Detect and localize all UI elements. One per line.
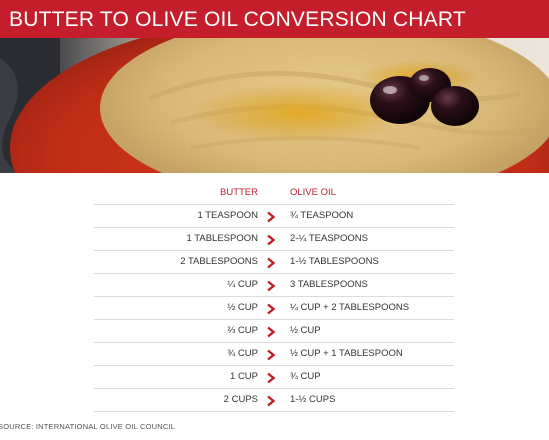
table-body: 1 TEASPOON ¾ TEASPOON 1 TABLESPOON 2-¼ TEAS… [94, 205, 454, 412]
butter-amount: 1 CUP [230, 371, 258, 382]
olive-oil-amount: ¾ CUP [290, 371, 321, 382]
page-title: BUTTER TO OLIVE OIL CONVERSION CHART [9, 8, 466, 31]
hummus-photo [0, 38, 549, 173]
olive-oil-amount: ¾ TEASPOON [290, 210, 354, 221]
chevron-right-icon [266, 302, 276, 315]
chevron-right-icon [266, 256, 276, 269]
conversion-table: BUTTER OLIVE OIL 1 TEASPOON ¾ TEASPOON 1 T… [94, 183, 454, 412]
source-note: SOURCE: INTERNATIONAL OLIVE OIL COUNCIL [0, 422, 176, 431]
butter-amount: ⅔ CUP [227, 325, 258, 336]
chevron-right-icon [266, 371, 276, 384]
butter-amount: ¼ CUP [227, 279, 258, 290]
butter-amount: ¾ CUP [227, 348, 258, 359]
butter-amount: ½ CUP [227, 302, 258, 313]
table-row: 1 TEASPOON ¾ TEASPOON [94, 205, 454, 228]
chevron-right-icon [266, 348, 276, 361]
butter-amount: 2 TABLESPOONS [180, 256, 258, 267]
butter-amount: 1 TABLESPOON [186, 233, 258, 244]
table-row: 1 TABLESPOON 2-¼ TEASPOONS [94, 228, 454, 251]
butter-amount: 2 CUPS [223, 394, 258, 405]
olive-oil-amount: 3 TABLESPOONS [290, 279, 368, 290]
chevron-right-icon [266, 210, 276, 223]
table-row: ¼ CUP 3 TABLESPOONS [94, 274, 454, 297]
chevron-right-icon [266, 325, 276, 338]
title-banner: BUTTER TO OLIVE OIL CONVERSION CHART [0, 0, 549, 38]
hummus-photo-illustration [0, 38, 549, 173]
table-row: 1 CUP ¾ CUP [94, 366, 454, 389]
olive-oil-amount: 1-½ CUPS [290, 394, 336, 405]
header-olive-oil: OLIVE OIL [290, 187, 336, 198]
table-header-row: BUTTER OLIVE OIL [94, 183, 454, 205]
olive-oil-amount: 2-¼ TEASPOONS [290, 233, 368, 244]
olive-oil-amount: ¼ CUP + 2 TABLESPOONS [290, 302, 410, 313]
table-row: ⅔ CUP ½ CUP [94, 320, 454, 343]
butter-amount: 1 TEASPOON [197, 210, 258, 221]
olive-oil-amount: ½ CUP [290, 325, 321, 336]
table-row: ¾ CUP ½ CUP + 1 TABLESPOON [94, 343, 454, 366]
chevron-right-icon [266, 279, 276, 292]
olive-oil-amount: ½ CUP + 1 TABLESPOON [290, 348, 403, 359]
table-row: 2 TABLESPOONS 1-½ TABLESPOONS [94, 251, 454, 274]
header-butter: BUTTER [220, 187, 258, 198]
olive-oil-amount: 1-½ TABLESPOONS [290, 256, 379, 267]
table-row: 2 CUPS 1-½ CUPS [94, 389, 454, 412]
chevron-right-icon [266, 394, 276, 407]
table-row: ½ CUP ¼ CUP + 2 TABLESPOONS [94, 297, 454, 320]
chevron-right-icon [266, 233, 276, 246]
